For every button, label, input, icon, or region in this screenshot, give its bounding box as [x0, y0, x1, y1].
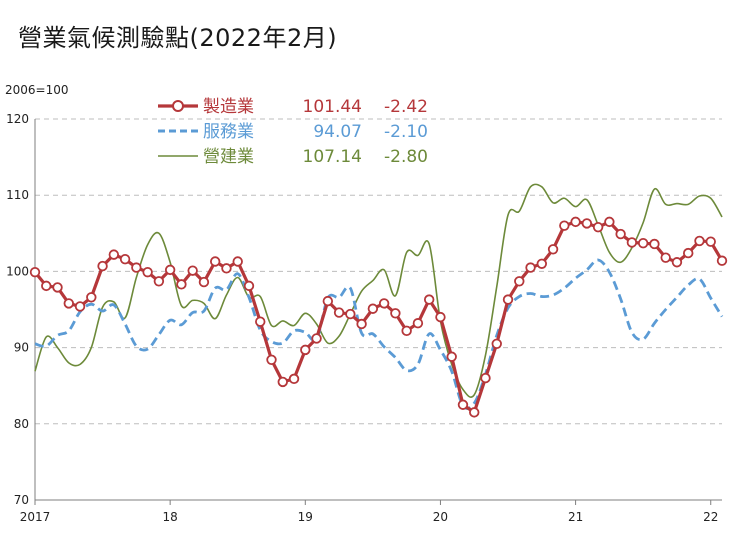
- data-point-manufacturing: [187, 265, 198, 276]
- data-point-manufacturing: [300, 344, 311, 356]
- legend-latest-value: 107.14: [303, 147, 362, 167]
- legend-series-name: 服務業: [203, 122, 254, 142]
- data-point-manufacturing: [412, 318, 424, 329]
- data-point-manufacturing: [209, 256, 221, 267]
- data-point-manufacturing: [221, 263, 232, 274]
- data-point-manufacturing: [131, 262, 142, 273]
- data-point-manufacturing: [232, 256, 243, 267]
- chart-title: 營業氣候測驗點(2022年2月): [18, 24, 338, 52]
- data-point-manufacturing: [626, 237, 638, 248]
- grid-lines: [35, 118, 722, 425]
- data-point-manufacturing: [266, 354, 277, 365]
- data-point-manufacturing: [74, 301, 86, 312]
- legend-change-value: -2.42: [384, 97, 428, 117]
- legend-latest-value: 101.44: [303, 97, 362, 117]
- y-tick-label: 120: [6, 112, 29, 126]
- y-tick-label: 100: [6, 264, 29, 278]
- legend-series-name: 營建業: [203, 147, 254, 167]
- x-tick-label: 19: [298, 510, 313, 524]
- data-point-manufacturing: [502, 294, 514, 305]
- x-tick-label: 20: [433, 510, 448, 524]
- series-line-construction: [34, 183, 723, 398]
- data-point-manufacturing: [480, 372, 491, 384]
- data-point-manufacturing: [164, 264, 176, 276]
- data-point-manufacturing: [423, 294, 435, 305]
- data-point-manufacturing: [525, 262, 536, 273]
- y-tick-label: 90: [14, 341, 29, 355]
- data-point-manufacturing: [705, 236, 716, 247]
- data-point-manufacturing: [311, 333, 322, 344]
- data-point-manufacturing: [176, 279, 187, 290]
- legend-series-name: 製造業: [203, 97, 254, 117]
- data-point-manufacturing: [671, 257, 683, 268]
- data-point-manufacturing: [716, 255, 728, 266]
- data-point-manufacturing: [367, 303, 379, 314]
- legend-marker: [172, 100, 184, 112]
- series-line-services: [34, 258, 724, 410]
- data-point-manufacturing: [649, 238, 660, 250]
- series-lines: [29, 183, 728, 418]
- legend-latest-value: 94.07: [313, 122, 362, 142]
- data-point-manufacturing: [378, 298, 390, 309]
- data-point-manufacturing: [694, 235, 705, 247]
- data-point-manufacturing: [198, 276, 210, 288]
- data-point-manufacturing: [446, 351, 457, 362]
- data-point-manufacturing: [536, 258, 548, 269]
- data-point-manufacturing: [559, 220, 570, 231]
- data-point-manufacturing: [255, 316, 266, 327]
- y-tick-label: 80: [14, 417, 29, 431]
- y-axis-unit-label: 2006=100: [5, 83, 69, 97]
- legend-construction: 營建業 107.14 -2.80: [158, 147, 428, 167]
- data-point-manufacturing: [401, 325, 412, 337]
- data-point-manufacturing: [683, 247, 694, 259]
- data-point-manufacturing: [322, 295, 334, 307]
- series-line-manufacturing: [33, 220, 724, 414]
- data-point-manufacturing: [435, 311, 446, 323]
- legend-services: 服務業 94.07 -2.10: [158, 122, 428, 142]
- data-point-manufacturing: [457, 399, 469, 410]
- data-point-manufacturing: [514, 276, 525, 287]
- data-point-manufacturing: [333, 307, 345, 318]
- data-point-manufacturing: [119, 254, 131, 265]
- data-point-manufacturing: [63, 298, 74, 309]
- x-tick-label: 21: [568, 510, 583, 524]
- data-point-manufacturing: [52, 282, 63, 293]
- data-point-manufacturing: [97, 260, 108, 272]
- data-point-manufacturing: [277, 376, 288, 388]
- data-point-manufacturing: [581, 218, 593, 229]
- legend-manufacturing: 製造業 101.44 -2.42: [158, 97, 428, 117]
- data-point-manufacturing: [288, 373, 300, 385]
- data-point-manufacturing: [108, 249, 120, 260]
- y-tick-label: 70: [14, 493, 29, 507]
- data-point-manufacturing: [604, 216, 615, 228]
- data-point-manufacturing: [469, 407, 480, 418]
- legend-change-value: -2.80: [384, 147, 428, 167]
- data-point-manufacturing: [41, 280, 52, 292]
- x-tick-label: 22: [703, 510, 718, 524]
- data-point-manufacturing: [345, 308, 356, 320]
- data-point-manufacturing: [29, 266, 41, 278]
- data-point-manufacturing: [547, 244, 559, 255]
- data-point-manufacturing: [615, 228, 626, 240]
- data-point-manufacturing: [356, 318, 367, 330]
- x-tick-label: 2017: [20, 510, 51, 524]
- data-point-manufacturing: [570, 216, 581, 228]
- data-point-manufacturing: [592, 222, 604, 233]
- data-point-manufacturing: [243, 280, 255, 292]
- legend-change-value: -2.10: [384, 122, 428, 142]
- data-point-manufacturing: [390, 308, 401, 319]
- legend: 製造業 101.44 -2.42 服務業 94.07 -2.10 營建業 107.14 -2.8…: [158, 97, 428, 167]
- data-point-manufacturing: [86, 292, 97, 303]
- data-point-manufacturing: [637, 238, 649, 249]
- data-point-manufacturing: [142, 266, 153, 278]
- x-tick-label: 18: [163, 510, 178, 524]
- data-point-manufacturing: [153, 276, 165, 287]
- data-point-manufacturing: [660, 252, 671, 263]
- y-tick-label: 110: [6, 188, 29, 202]
- axes: 70 80 90 100 110 120 2017 18 19 20 21 22: [6, 112, 722, 524]
- data-point-manufacturing: [491, 338, 502, 349]
